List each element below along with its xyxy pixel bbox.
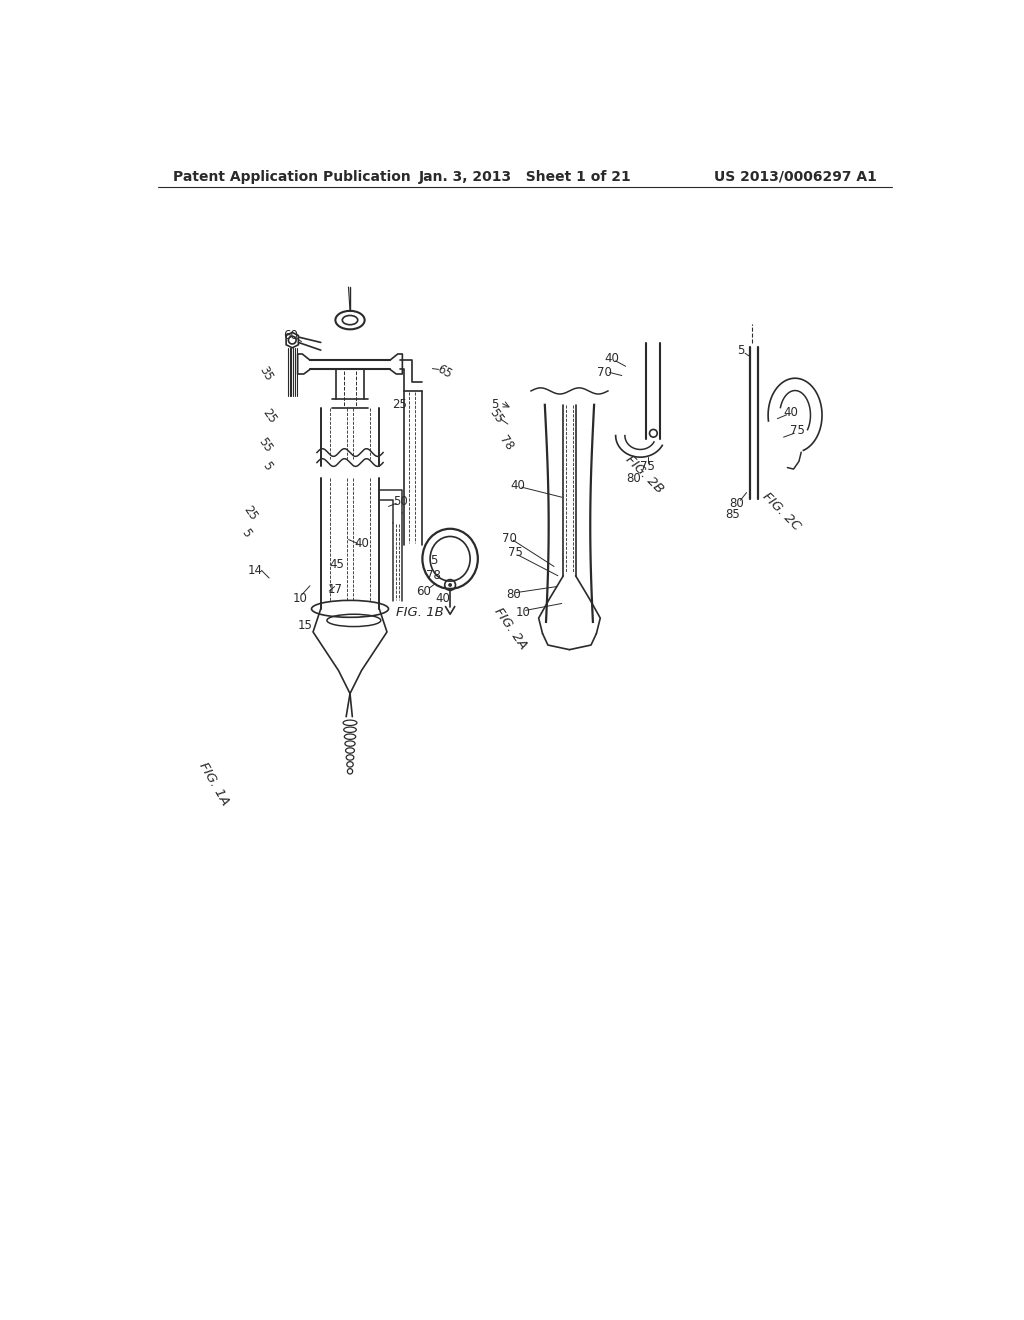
Text: 40: 40 [436,593,451,606]
Text: 14: 14 [248,564,263,577]
Text: 35: 35 [257,364,275,384]
Text: FIG. 1A: FIG. 1A [197,760,231,808]
Text: US 2013/0006297 A1: US 2013/0006297 A1 [714,170,877,183]
Text: 45: 45 [330,557,344,570]
Text: 80: 80 [729,496,743,510]
Text: 5: 5 [239,527,254,540]
Text: 25: 25 [241,503,259,523]
Text: 60: 60 [416,585,431,598]
Text: 78: 78 [497,433,516,453]
Text: 5: 5 [737,345,744,358]
Text: 50: 50 [392,495,408,508]
Text: 60: 60 [284,329,298,342]
Text: 25: 25 [392,399,408,412]
Text: 70: 70 [597,366,612,379]
Text: 5: 5 [430,554,437,566]
Text: 10: 10 [293,593,307,606]
Text: 80: 80 [506,587,520,601]
Text: 70: 70 [502,532,517,545]
Text: FIG. 2C: FIG. 2C [760,490,803,532]
Text: 55: 55 [256,436,274,454]
Text: 17: 17 [328,583,343,597]
Text: FIG. 2B: FIG. 2B [623,453,666,495]
Text: 75: 75 [508,546,523,560]
Text: Patent Application Publication: Patent Application Publication [173,170,411,183]
Text: 80: 80 [626,473,641,486]
Text: 65: 65 [435,363,455,381]
Text: 10: 10 [516,606,530,619]
Text: 40: 40 [604,352,620,366]
Text: 15: 15 [298,619,312,631]
Text: 40: 40 [783,407,799,418]
Text: 40: 40 [354,537,369,550]
Text: 25: 25 [259,407,279,426]
Text: 40: 40 [510,479,525,492]
Text: Jan. 3, 2013   Sheet 1 of 21: Jan. 3, 2013 Sheet 1 of 21 [419,170,631,183]
Circle shape [449,583,452,587]
Text: 55: 55 [486,407,506,426]
Text: FIG. 1B: FIG. 1B [396,606,444,619]
Text: 85: 85 [725,508,740,520]
Text: 5: 5 [259,459,274,473]
Text: 75: 75 [790,425,805,437]
Text: 75: 75 [640,459,654,473]
Text: FIG. 2A: FIG. 2A [492,605,529,651]
Text: 78: 78 [426,569,440,582]
Text: 5: 5 [492,399,499,412]
